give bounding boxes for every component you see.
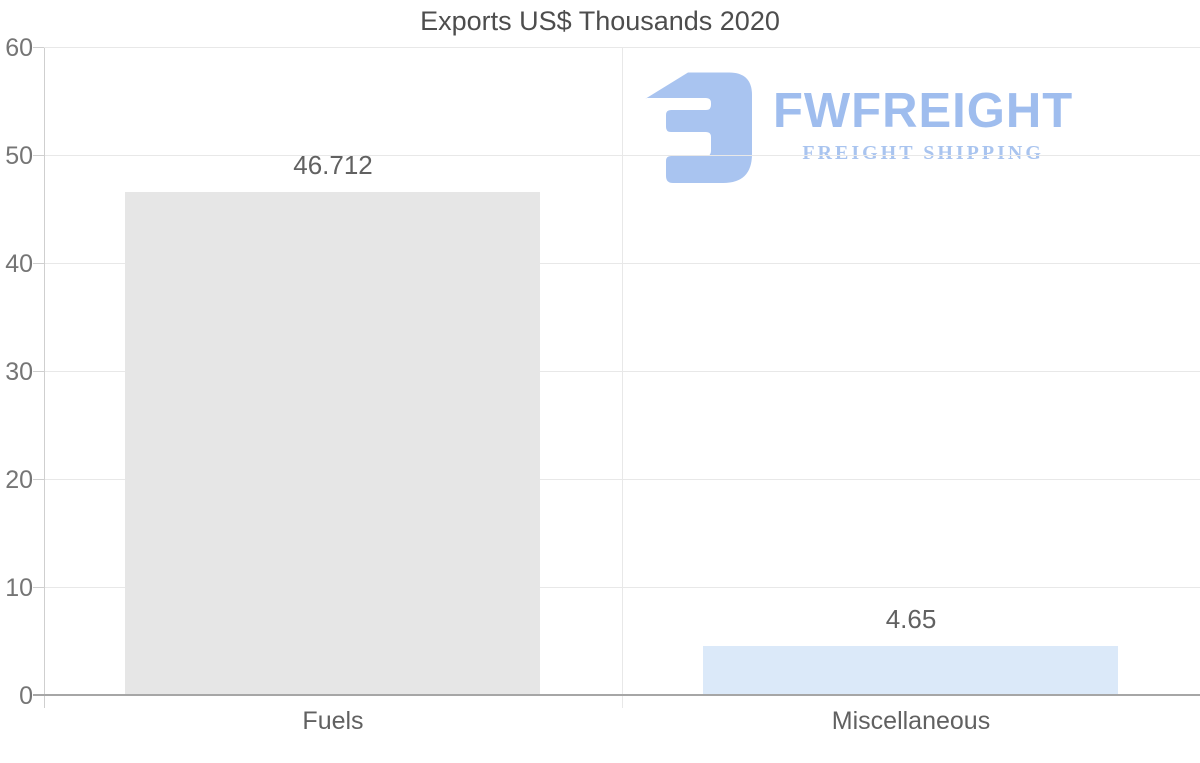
y-tick <box>33 263 44 264</box>
logo-tagline: FREIGHT SHIPPING <box>802 142 1044 164</box>
y-axis-tick-label: 40 <box>5 250 33 278</box>
bar-value-label: 46.712 <box>293 149 373 180</box>
logo-wordmark: FWFREIGHT <box>773 84 1074 138</box>
bar-fuels <box>125 191 541 696</box>
y-tick <box>33 587 44 588</box>
logo-text-block: FWFREIGHT FREIGHT SHIPPING <box>773 66 1073 165</box>
y-tick <box>33 479 44 480</box>
y-axis-tick-label: 60 <box>5 34 33 62</box>
x-axis-category-label: Miscellaneous <box>831 707 991 735</box>
x-axis-line <box>33 694 1200 696</box>
fwfreight-logo-icon <box>645 72 752 183</box>
y-axis-tick-label: 10 <box>5 574 33 602</box>
y-axis-tick-label: 0 <box>19 682 33 710</box>
y-gridline <box>44 47 1200 48</box>
category-boundary-line <box>622 48 623 708</box>
y-tick <box>33 371 44 372</box>
y-tick <box>33 155 44 156</box>
bar-value-label: 4.65 <box>885 603 937 634</box>
x-axis-category-label: Fuels <box>302 707 364 735</box>
y-axis-line <box>44 48 45 708</box>
fwfreight-logo: FWFREIGHT FREIGHT SHIPPING <box>645 66 1073 188</box>
bar-miscellaneous <box>703 645 1119 696</box>
y-axis-tick-label: 50 <box>5 142 33 170</box>
y-axis-tick-label: 20 <box>5 466 33 494</box>
y-tick <box>33 47 44 48</box>
chart-title: Exports US$ Thousands 2020 <box>420 6 780 36</box>
y-axis-tick-label: 30 <box>5 358 33 386</box>
